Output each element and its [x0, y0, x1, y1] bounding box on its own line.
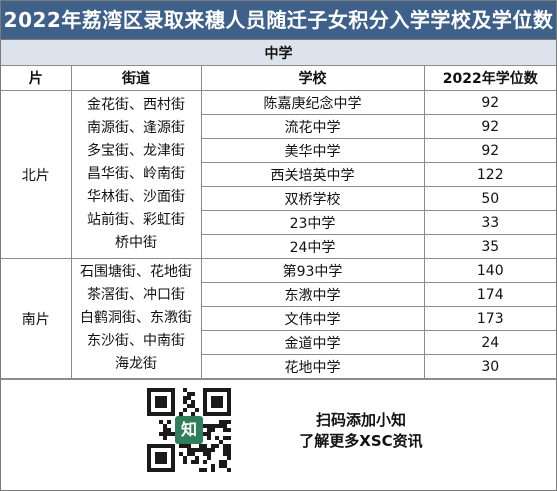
page-title: 2022年荔湾区录取来穗人员随迁子女积分入学学校及学位数: [1, 1, 556, 40]
table-row: 北片 金花街、西村街 南源街、逢源街 多宝街、龙津街 昌华街、岭南街 华林街、沙…: [1, 90, 556, 259]
table-row: 东漖中学 174: [1, 282, 556, 307]
street-line: 南源街、逢源街: [87, 120, 185, 136]
school-seats: 92: [423, 90, 556, 115]
column-header-street: 街道: [70, 65, 202, 91]
school-seats: 24: [423, 330, 556, 355]
streets-south: 石围塘街、花地街 茶滘街、冲口街 白鹤洞街、东漖街 东沙街、中南街 海龙街: [70, 258, 202, 379]
column-header-region: 片: [1, 65, 72, 91]
school-name: 花地中学: [201, 354, 425, 379]
table-row: 文伟中学 173: [1, 306, 556, 331]
table-row: 23中学 33: [1, 210, 556, 235]
school-name: 23中学: [201, 210, 425, 235]
school-seats: 35: [423, 234, 556, 259]
street-line: 多宝街、龙津街: [87, 143, 185, 159]
region-south: 南片: [1, 258, 72, 379]
street-line: 站前街、彩虹街: [87, 212, 185, 228]
school-seats: 92: [423, 138, 556, 163]
street-line: 白鹤洞街、东漖街: [80, 310, 192, 326]
street-line: 茶滘街、冲口街: [87, 287, 185, 303]
school-name: 陈嘉庚纪念中学: [200, 90, 425, 115]
school-seats: 122: [423, 162, 556, 187]
section-title: 中学: [1, 40, 556, 66]
school-seats: 50: [423, 186, 556, 211]
table-row: 金道中学 24: [1, 330, 556, 355]
school-name: 第93中学: [200, 258, 425, 283]
school-name: 美华中学: [201, 138, 425, 163]
table-row: 双桥学校 50: [1, 186, 556, 211]
streets-north: 金花街、西村街 南源街、逢源街 多宝街、龙津街 昌华街、岭南街 华林街、沙面街 …: [70, 90, 202, 259]
school-table: 中学 片 街道 学校 2022年学位数 北片 金花街、西村街 南源街、逢源街 多…: [1, 40, 556, 379]
school-name: 金道中学: [201, 330, 425, 355]
school-seats: 140: [423, 258, 556, 283]
school-seats: 30: [423, 354, 556, 379]
qr-code[interactable]: 知: [147, 388, 231, 472]
school-name: 双桥学校: [201, 186, 425, 211]
region-north: 北片: [1, 90, 72, 259]
zhi-logo-icon: 知: [175, 416, 203, 444]
table-row: 花地中学 30: [1, 354, 556, 379]
school-seats: 33: [423, 210, 556, 235]
column-header-seats: 2022年学位数: [423, 65, 556, 91]
table-row: 流花中学 92: [1, 114, 556, 139]
school-seats: 92: [423, 114, 556, 139]
footer-line-2: 了解更多XSC资讯: [299, 432, 423, 450]
school-name: 西关培英中学: [201, 162, 425, 187]
table-row: 24中学 35: [1, 234, 556, 259]
street-line: 桥中街: [115, 235, 157, 251]
street-line: 石围塘街、花地街: [80, 264, 192, 280]
column-header-school: 学校: [200, 65, 425, 91]
street-line: 海龙街: [115, 356, 157, 372]
section-row: 中学: [1, 40, 556, 66]
footer-text: 扫码添加小知 了解更多XSC资讯: [291, 410, 431, 452]
school-name: 文伟中学: [201, 306, 425, 331]
footer: 知 扫码添加小知 了解更多XSC资讯: [1, 379, 556, 477]
header-row: 片 街道 学校 2022年学位数: [1, 65, 556, 91]
street-line: 昌华街、岭南街: [87, 166, 185, 182]
street-line: 东沙街、中南街: [87, 333, 185, 349]
table-row: 南片 石围塘街、花地街 茶滘街、冲口街 白鹤洞街、东漖街 东沙街、中南街 海龙街…: [1, 258, 556, 379]
school-name: 东漖中学: [201, 282, 425, 307]
school-seats: 174: [423, 282, 556, 307]
footer-line-1: 扫码添加小知: [315, 411, 406, 429]
street-line: 金花街、西村街: [87, 97, 185, 113]
school-name: 24中学: [201, 234, 425, 259]
street-line: 华林街、沙面街: [87, 189, 185, 205]
school-seats: 173: [423, 306, 556, 331]
school-name: 流花中学: [201, 114, 425, 139]
